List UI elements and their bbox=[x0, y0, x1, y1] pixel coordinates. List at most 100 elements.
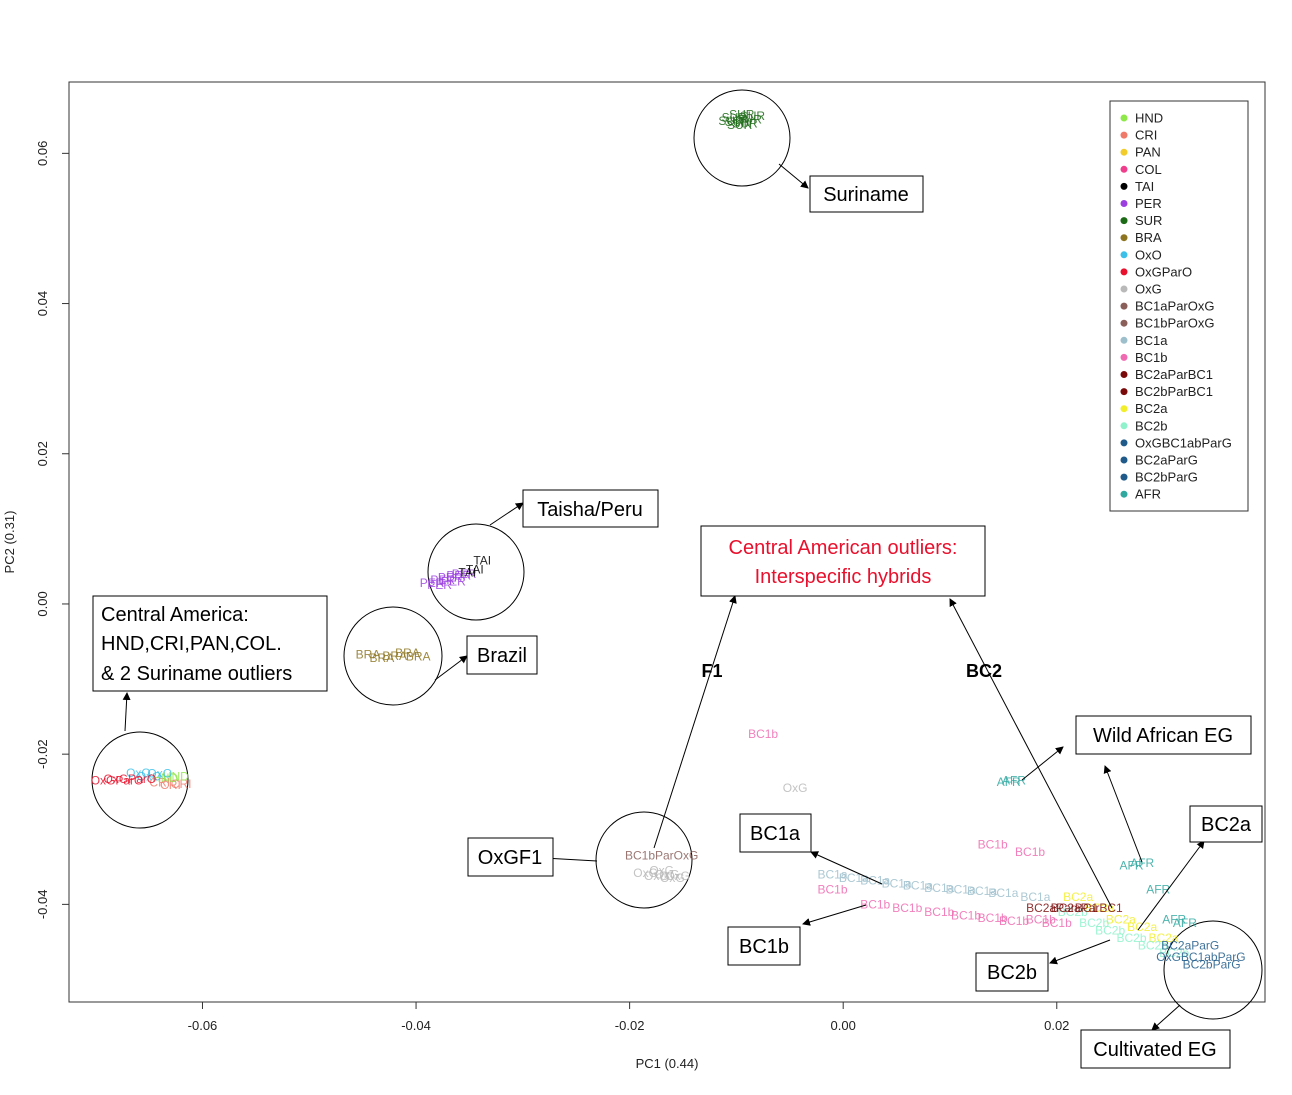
legend-label: OxG bbox=[1135, 282, 1162, 297]
cluster-circle-central-america bbox=[91, 731, 189, 829]
svg-text:Brazil: Brazil bbox=[477, 645, 527, 667]
legend-label: HND bbox=[1135, 111, 1163, 126]
legend-label: BC2aParBC1 bbox=[1135, 367, 1213, 382]
point-sur: SUR bbox=[732, 116, 758, 130]
point-oxgbc1abparg: OxGBC1abParG bbox=[1156, 950, 1245, 964]
point-bra: BRA bbox=[382, 649, 407, 663]
legend-swatch bbox=[1120, 182, 1128, 190]
x-tick-label: -0.06 bbox=[188, 1018, 218, 1033]
legend-label: BC2b bbox=[1135, 418, 1168, 433]
legend-label: SUR bbox=[1135, 213, 1162, 228]
point-oxg: OxG bbox=[665, 869, 690, 883]
point-tai: TAI bbox=[466, 562, 484, 576]
point-bc2a: BC2a bbox=[1106, 912, 1136, 926]
point-oxg: OxG bbox=[655, 867, 680, 881]
point-per: PER bbox=[446, 568, 471, 582]
point-bc1b: BC1b bbox=[978, 911, 1008, 925]
point-sur: SUR bbox=[718, 114, 744, 128]
arrow-wild-african-2 bbox=[1103, 765, 1143, 863]
point-bc1b: BC1b bbox=[860, 897, 890, 911]
annotation-brazil: Brazil bbox=[466, 635, 538, 675]
legend-label: OxGBC1abParG bbox=[1135, 435, 1232, 450]
x-tick-label: 0.00 bbox=[831, 1018, 856, 1033]
y-tick-label: 0.04 bbox=[35, 291, 50, 316]
data-points: SURSURSURSURSURSURSURSURPERPERPERPERPERP… bbox=[91, 107, 1246, 971]
legend-label: OxGParO bbox=[1135, 264, 1192, 279]
point-hnd: HND bbox=[163, 770, 189, 784]
x-tick-label: 0.02 bbox=[1044, 1018, 1069, 1033]
x-tick-label: -0.02 bbox=[615, 1018, 645, 1033]
svg-text:Cultivated EG: Cultivated EG bbox=[1093, 1039, 1216, 1061]
legend-swatch bbox=[1120, 473, 1128, 481]
arrow-central-america bbox=[122, 692, 131, 732]
point-bc1b: BC1b bbox=[951, 909, 981, 923]
point-per: PER bbox=[420, 576, 445, 590]
point-oxg: OxG bbox=[649, 864, 674, 878]
point-afr: AFR bbox=[1120, 858, 1144, 872]
cluster-circle-suriname bbox=[693, 89, 791, 187]
legend-label: TAI bbox=[1135, 179, 1154, 194]
point-bc1a: BC1a bbox=[988, 886, 1018, 900]
point-afr: AFR bbox=[1130, 856, 1154, 870]
annotation-suriname: Suriname bbox=[809, 175, 924, 213]
y-axis-title: PC2 (0.31) bbox=[2, 511, 17, 574]
point-oxg: OxG bbox=[644, 869, 669, 883]
svg-text:HND,CRI,PAN,COL.: HND,CRI,PAN,COL. bbox=[101, 633, 282, 655]
legend-swatch bbox=[1120, 285, 1128, 293]
point-bc2b: BC2b bbox=[1117, 931, 1147, 945]
point-oxgparo: OxGParO bbox=[91, 773, 144, 787]
annotation-bc1a: BC1a bbox=[739, 813, 812, 853]
legend-swatch bbox=[1120, 490, 1128, 498]
legend-swatch bbox=[1120, 405, 1128, 413]
y-tick-label: 0.00 bbox=[35, 591, 50, 616]
svg-text:Taisha/Peru: Taisha/Peru bbox=[537, 499, 643, 521]
point-bc2a: BC2a bbox=[1063, 890, 1093, 904]
point-bc1a: BC1a bbox=[967, 884, 997, 898]
point-sur: SUR bbox=[725, 115, 751, 129]
legend-label: BC1aParOxG bbox=[1135, 299, 1214, 314]
svg-text:BC1a: BC1a bbox=[750, 823, 801, 845]
arrow-cultivated bbox=[1151, 1004, 1181, 1031]
point-oxgparo: OxGParO bbox=[104, 772, 157, 786]
point-afr: AFR bbox=[1002, 773, 1026, 787]
point-bc2b: BC2b bbox=[1058, 905, 1088, 919]
label-bc2: BC2 bbox=[966, 661, 1002, 681]
point-bc1bparoxg: BC1bParOxG bbox=[625, 849, 698, 863]
point-bc2aparbc1: BC2aParBC1 bbox=[1051, 901, 1123, 915]
svg-text:BC2b: BC2b bbox=[987, 962, 1037, 984]
svg-text:Interspecific hybrids: Interspecific hybrids bbox=[755, 566, 932, 588]
legend-swatch bbox=[1120, 371, 1128, 378]
legend-swatch bbox=[1120, 114, 1128, 122]
point-oxo: OxO bbox=[137, 770, 162, 784]
legend-label: BC2a bbox=[1135, 401, 1168, 416]
y-tick-label: -0.02 bbox=[35, 739, 50, 769]
point-bc1b: BC1b bbox=[978, 837, 1008, 851]
point-bc1a: BC1a bbox=[903, 879, 933, 893]
annotation-bc1b: BC1b bbox=[727, 926, 801, 966]
legend-swatch bbox=[1120, 217, 1128, 225]
point-bc2b: BC2b bbox=[1138, 939, 1168, 953]
legend-swatch bbox=[1120, 353, 1128, 361]
legend-swatch bbox=[1120, 439, 1128, 447]
y-tick-label: 0.06 bbox=[35, 141, 50, 166]
point-bc1b: BC1b bbox=[892, 901, 922, 915]
point-bc1b: BC1b bbox=[924, 905, 954, 919]
point-per: PER bbox=[452, 567, 477, 581]
point-oxo: OxO bbox=[147, 767, 172, 781]
point-bc2b: BC2b bbox=[1095, 924, 1125, 938]
point-sur: SUR bbox=[737, 113, 763, 127]
point-per: PER bbox=[430, 573, 455, 587]
legend-swatch bbox=[1120, 200, 1128, 207]
legend-swatch bbox=[1120, 422, 1128, 430]
point-oxg: OxG bbox=[783, 781, 808, 795]
legend-swatch bbox=[1120, 251, 1128, 259]
legend-swatch bbox=[1120, 234, 1128, 242]
point-bc2a: BC2a bbox=[1084, 901, 1114, 915]
annotation-hybrids: Central American outliers: Interspecific… bbox=[700, 525, 986, 597]
point-sur: SUR bbox=[722, 110, 748, 124]
point-oxo: OxO bbox=[126, 766, 151, 780]
point-bc1b: BC1b bbox=[1042, 916, 1072, 930]
plot-frame bbox=[68, 81, 1266, 1003]
legend-label: CRI bbox=[1135, 128, 1157, 143]
